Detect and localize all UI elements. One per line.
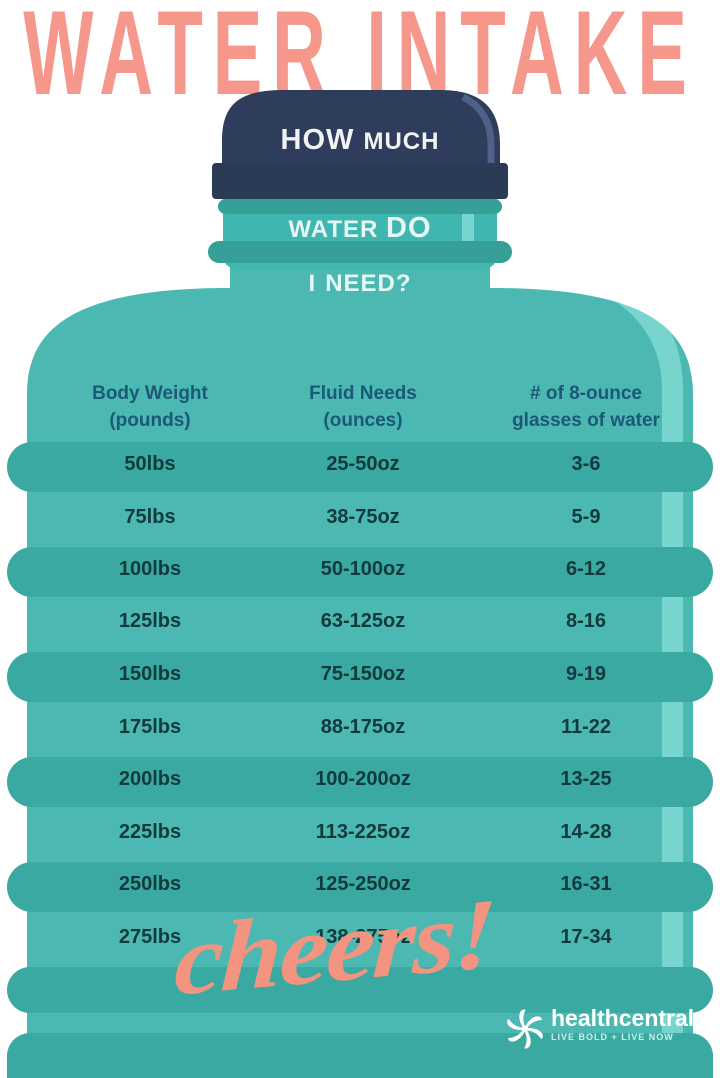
svg-text:healthcentral: healthcentral [551, 1005, 694, 1031]
svg-text:LIVE BOLD + LIVE NOW: LIVE BOLD + LIVE NOW [551, 1032, 674, 1042]
